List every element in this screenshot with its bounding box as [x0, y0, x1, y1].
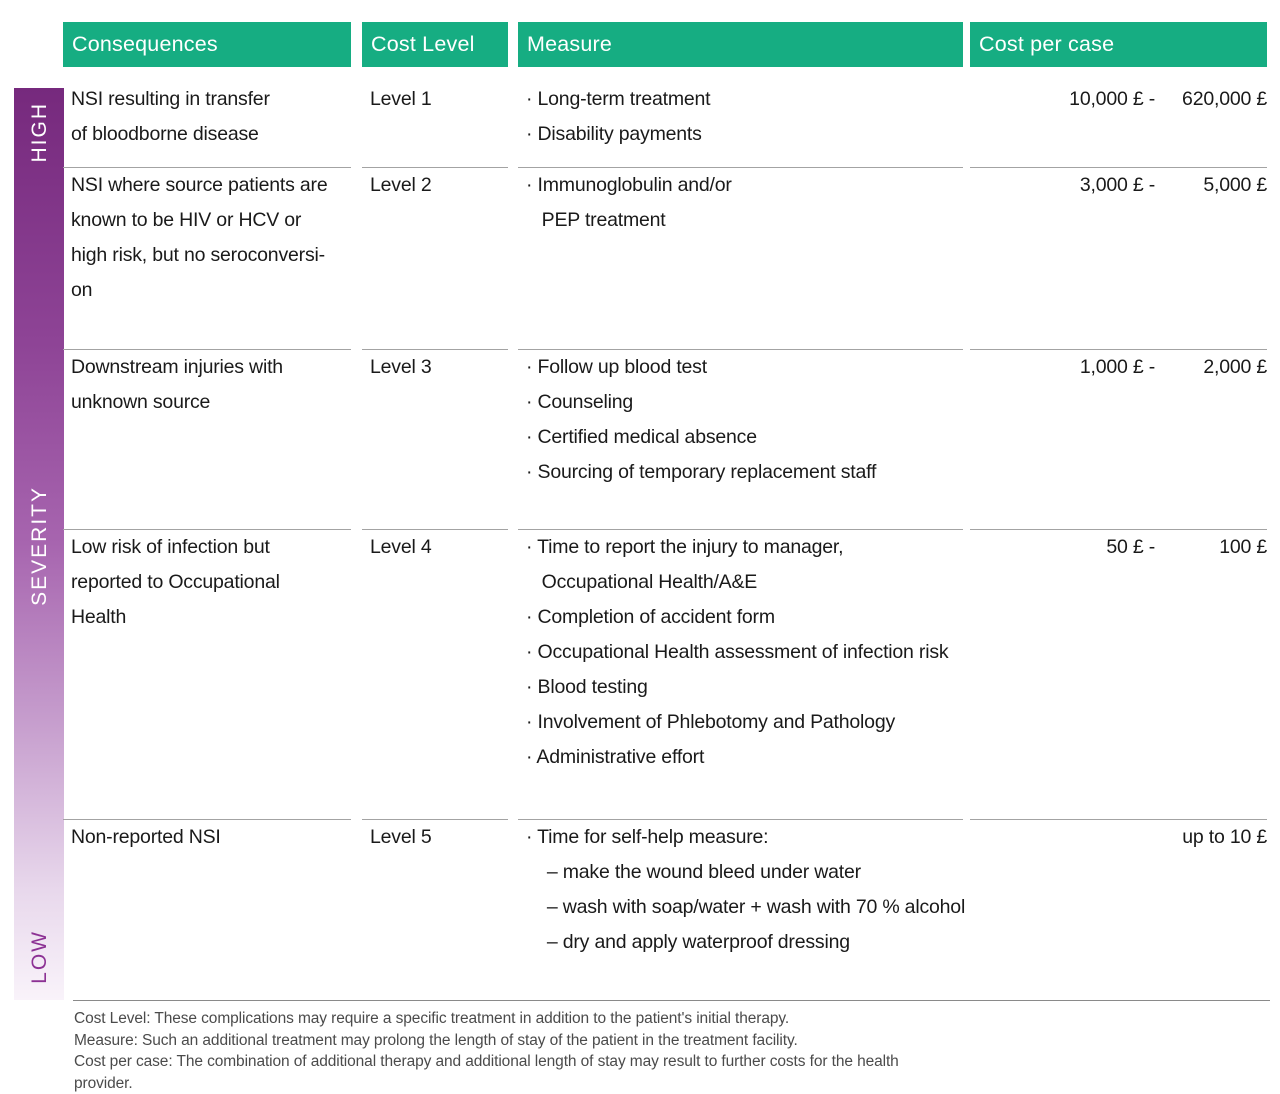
severity-axis: HIGH SEVERITY LOW — [14, 88, 64, 1000]
footnote-cost-level: Cost Level: These complications may requ… — [74, 1010, 790, 1027]
footnote-cost-per-case: Cost per case: The combination of additi… — [74, 1053, 899, 1092]
measure-cell: · Time for self-help measure: – make the… — [526, 826, 966, 953]
table-header-row: Consequences Cost Level Measure Cost per… — [63, 22, 1267, 67]
cost-range-high: 620,000 £ — [1182, 88, 1267, 110]
cost-level-cell: Level 1 — [362, 82, 508, 168]
table-row-level-2: NSI where source patients are known to b… — [63, 168, 1267, 350]
cost-range-low: 10,000 £ - — [1069, 88, 1155, 110]
consequence-cell: NSI resulting in transfer of bloodborne … — [63, 82, 351, 168]
header-cell-measure: Measure — [518, 22, 963, 67]
header-cell-cost-per-case: Cost per case — [970, 22, 1267, 67]
cost-per-case-cell: up to 10 £ — [970, 820, 1267, 1000]
cost-level-cell: Level 4 — [362, 530, 508, 820]
cost-range-low: 3,000 £ - — [1079, 174, 1155, 196]
table-row-level-5: Non-reported NSI Level 5 · Time for self… — [63, 820, 1267, 1000]
column-header-cost-per-case: Cost per case — [970, 22, 1267, 67]
cost-per-case-cell: 50 £ - 100 £ — [970, 530, 1267, 820]
cost-range-high: 100 £ — [1219, 536, 1267, 558]
table-row-level-1: NSI resulting in transfer of bloodborne … — [63, 82, 1267, 168]
footnotes: Cost Level: These complications may requ… — [74, 1008, 1267, 1094]
nsi-cost-table: Consequences Cost Level Measure Cost per… — [63, 22, 1270, 1094]
header-cell-consequences: Consequences — [63, 22, 351, 67]
cost-per-case-cell: 10,000 £ - 620,000 £ — [970, 82, 1267, 168]
measure-cell: · Immunoglobulin and/or PEP treatment — [518, 168, 963, 350]
cost-range-high: 2,000 £ — [1203, 356, 1267, 378]
column-header-measure: Measure — [518, 22, 963, 67]
column-header-consequences: Consequences — [63, 22, 351, 67]
cost-range-high: up to 10 £ — [1182, 826, 1267, 848]
measure-cell: · Follow up blood test · Counseling · Ce… — [518, 350, 963, 530]
consequence-cell: Downstream injuries with unknown source — [63, 350, 351, 530]
severity-high-label: HIGH — [27, 102, 51, 163]
header-cell-cost-level: Cost Level — [362, 22, 508, 67]
measure-cell: · Time to report the injury to manager, … — [518, 530, 963, 820]
cost-range-low: 50 £ - — [1106, 536, 1155, 558]
cost-range-high: 5,000 £ — [1203, 174, 1267, 196]
cost-level-cell: Level 2 — [362, 168, 508, 350]
consequence-cell: Non-reported NSI — [71, 826, 221, 848]
table-bottom-rule — [73, 1000, 1270, 1001]
cost-per-case-cell: 1,000 £ - 2,000 £ — [970, 350, 1267, 530]
table-row-level-3: Downstream injuries with unknown source … — [63, 350, 1267, 530]
table-row-level-4: Low risk of infection but reported to Oc… — [63, 530, 1267, 820]
cost-level-cell: Level 5 — [370, 826, 432, 848]
severity-axis-title: SEVERITY — [27, 486, 51, 607]
measure-cell: · Long-term treatment · Disability payme… — [518, 82, 963, 168]
severity-low-label: LOW — [27, 930, 51, 984]
column-header-cost-level: Cost Level — [362, 22, 508, 67]
consequence-cell: NSI where source patients are known to b… — [63, 168, 351, 350]
cost-range-low: 1,000 £ - — [1079, 356, 1155, 378]
cost-level-cell: Level 3 — [362, 350, 508, 530]
consequence-cell: Low risk of infection but reported to Oc… — [63, 530, 351, 820]
cost-per-case-cell: 3,000 £ - 5,000 £ — [970, 168, 1267, 350]
footnote-measure: Measure: Such an additional treatment ma… — [74, 1031, 798, 1049]
